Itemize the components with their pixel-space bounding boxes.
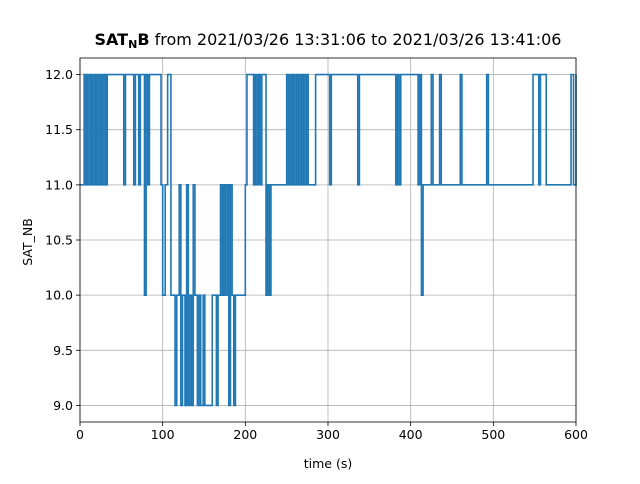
x-tick-label: 400 [399, 427, 423, 442]
chart-title: SATNB from 2021/03/26 13:31:06 to 2021/0… [0, 30, 640, 51]
x-tick-label: 300 [316, 427, 340, 442]
y-tick-label: 9.0 [53, 398, 73, 413]
title-bold-tail: B [137, 30, 150, 49]
y-tick-label: 10.0 [45, 288, 73, 303]
y-tick-label: 12.0 [45, 67, 73, 82]
x-axis-label: time (s) [304, 456, 352, 471]
y-tick-label: 11.5 [45, 122, 73, 137]
x-tick-label: 0 [76, 427, 84, 442]
y-tick-label: 9.5 [53, 343, 73, 358]
x-axis-ticks: 0 100 200 300 400 500 600 [76, 422, 588, 442]
grid [79, 58, 577, 422]
y-tick-label: 11.0 [45, 177, 73, 192]
y-axis-ticks: 9.0 9.5 10.0 10.5 11.0 11.5 12.0 [45, 67, 80, 413]
x-tick-label: 100 [151, 427, 175, 442]
plot-area [80, 73, 577, 407]
y-tick-label: 10.5 [45, 233, 73, 248]
x-tick-label: 200 [233, 427, 257, 442]
title-rest: from 2021/03/26 13:31:06 to 2021/03/26 1… [149, 30, 562, 49]
data-series-line [80, 73, 577, 407]
title-subscript: N [128, 38, 138, 51]
y-axis-label: SAT_NB [20, 218, 35, 266]
title-main: SAT [94, 30, 129, 49]
x-tick-label: 600 [564, 427, 588, 442]
x-tick-label: 500 [481, 427, 505, 442]
